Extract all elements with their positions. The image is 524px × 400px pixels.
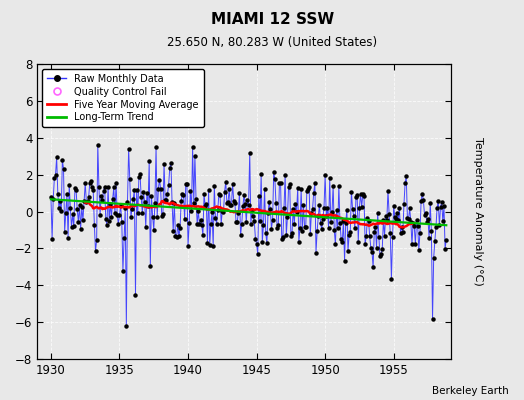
Y-axis label: Temperature Anomaly (°C): Temperature Anomaly (°C) <box>473 137 483 286</box>
Text: 25.650 N, 80.283 W (United States): 25.650 N, 80.283 W (United States) <box>167 36 378 49</box>
Legend: Raw Monthly Data, Quality Control Fail, Five Year Moving Average, Long-Term Tren: Raw Monthly Data, Quality Control Fail, … <box>42 69 203 127</box>
Text: Berkeley Earth: Berkeley Earth <box>432 386 508 396</box>
Text: MIAMI 12 SSW: MIAMI 12 SSW <box>211 12 334 27</box>
